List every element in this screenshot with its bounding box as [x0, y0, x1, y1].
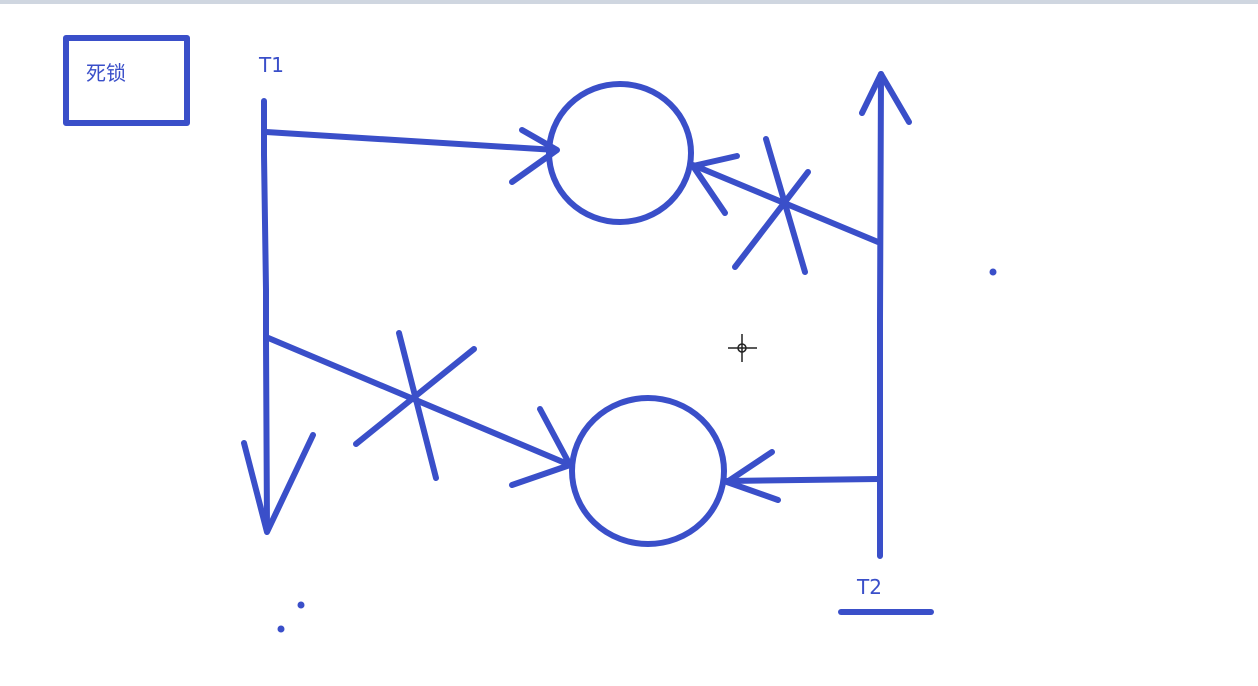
t2-label: T2 — [856, 575, 882, 599]
t1-label: T1 — [258, 53, 284, 77]
t2-requests-top-resource-arrow — [690, 136, 881, 275]
t2-arrow-head — [859, 71, 912, 125]
title-box: 死锁 — [63, 35, 190, 126]
t1-holds-top-resource-arrow — [263, 127, 560, 185]
t2-arrow-shaft — [877, 71, 884, 559]
t2-requests-top-head — [690, 153, 740, 216]
stray-dot — [297, 601, 305, 609]
resource-circle-top — [546, 81, 694, 225]
crosshair-cursor-icon — [728, 334, 757, 362]
t2-holds-bottom-head — [724, 449, 781, 503]
t1-holds-top-head — [509, 127, 560, 185]
stray-dot — [277, 625, 285, 633]
t1-arrow — [241, 98, 316, 535]
t1-request-cross-mark — [353, 330, 477, 481]
title-box-frame — [63, 35, 190, 126]
t1-arrow-shaft — [261, 98, 270, 533]
window-top-border — [0, 0, 1258, 4]
t2-holds-bottom-resource-arrow — [724, 449, 881, 503]
t2-arrow — [859, 71, 912, 559]
resource-circle-bottom — [569, 395, 727, 547]
t1-requests-bottom-head — [509, 406, 573, 488]
title-box-text: 死锁 — [86, 61, 126, 85]
stray-dot — [989, 268, 997, 276]
t1-requests-bottom-resource-arrow — [263, 330, 573, 488]
t2-request-cross-mark — [732, 136, 811, 275]
t2-holds-bottom-shaft — [724, 476, 881, 484]
t1-holds-top-shaft — [263, 129, 559, 153]
t1-arrow-head — [241, 432, 316, 535]
